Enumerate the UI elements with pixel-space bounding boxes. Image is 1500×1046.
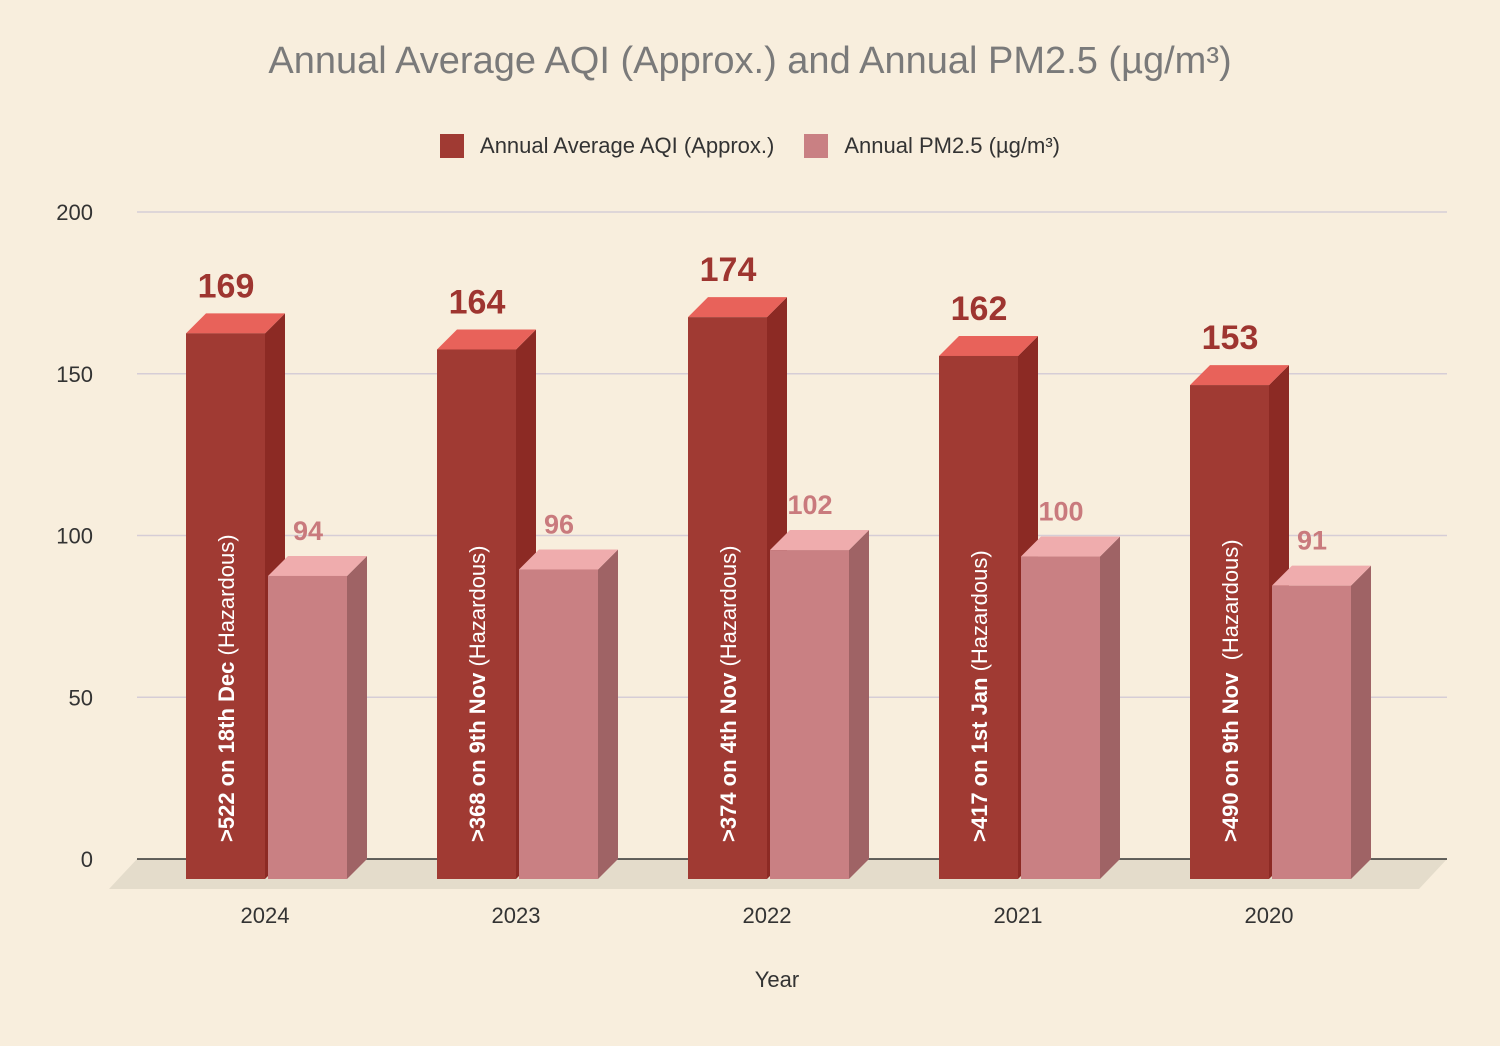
bar-annotation: >522 on 18th Dec (Hazardous) (214, 534, 239, 842)
data-label-aqi: 164 (449, 283, 506, 321)
bar-aqi (437, 329, 536, 879)
bar-pm25-front (519, 569, 598, 879)
legend-label-pm25: Annual PM2.5 (µg/m³) (844, 133, 1060, 158)
bar-pm25-front (1272, 585, 1351, 879)
bar-aqi-front (1190, 385, 1269, 879)
data-label-pm25: 96 (544, 509, 574, 539)
annotation-level: (Hazardous) (1218, 539, 1243, 672)
data-label-aqi: 174 (700, 251, 757, 289)
bar-pm25-side (1100, 536, 1120, 879)
bar-pm25-front (770, 550, 849, 879)
bar-pm25-top (519, 549, 618, 570)
y-axis-ticks: 0 50 100 150 200 (56, 200, 93, 872)
bar-pm25 (1021, 536, 1120, 879)
legend-item-aqi: Annual Average AQI (Approx.) (440, 133, 774, 159)
y-tick-label: 150 (56, 362, 93, 387)
annotation-level: (Hazardous) (716, 546, 741, 673)
bar-pm25-top (1021, 536, 1120, 557)
bar-annotation: >374 on 4th Nov (Hazardous) (716, 546, 741, 843)
bar-aqi-top (688, 297, 787, 318)
data-label-aqi: 153 (1202, 319, 1259, 357)
x-axis-label: Year (755, 967, 799, 992)
y-tick-label: 0 (81, 847, 93, 872)
x-axis-ticks: 2024 2023 2022 2021 2020 (241, 903, 1294, 928)
x-tick-label: 2021 (994, 903, 1043, 928)
y-tick-label: 100 (56, 524, 93, 549)
annotation-level: (Hazardous) (214, 534, 239, 661)
data-label-aqi: 169 (198, 267, 255, 305)
data-label-pm25: 91 (1297, 526, 1327, 556)
x-tick-label: 2024 (241, 903, 290, 928)
bar-aqi-front (437, 349, 516, 879)
bars: 169 94 >522 on 18th Dec (Hazardous) 164 96 >3… (186, 251, 1371, 879)
data-label-aqi: 162 (951, 290, 1008, 328)
bar-annotation: >417 on 1st Jan (Hazardous) (967, 550, 992, 842)
y-tick-label: 200 (56, 200, 93, 225)
annotation-level: (Hazardous) (967, 550, 992, 677)
bar-annotation: >490 on 9th Nov (Hazardous) (1218, 539, 1243, 842)
bar-aqi-top (939, 335, 1038, 356)
annotation-level: (Hazardous) (465, 546, 490, 673)
chart-title: Annual Average AQI (Approx.) and Annual … (268, 40, 1232, 82)
legend-label-aqi: Annual Average AQI (Approx.) (480, 133, 775, 158)
bar-pm25-side (1351, 565, 1371, 879)
bar-pm25-front (268, 575, 347, 879)
bar-pm25-side (347, 555, 367, 879)
data-label-pm25: 100 (1038, 497, 1083, 527)
legend: Annual Average AQI (Approx.) Annual PM2.… (0, 133, 1500, 159)
bar-annotation: >368 on 9th Nov (Hazardous) (465, 546, 490, 843)
bar-pm25 (770, 530, 869, 879)
annotation-value: >490 on 9th Nov (1218, 672, 1243, 842)
annotation-value: >417 on 1st Jan (967, 678, 992, 842)
legend-item-pm25: Annual PM2.5 (µg/m³) (804, 133, 1060, 159)
bar-aqi-top (437, 329, 536, 350)
bar-pm25-front (1021, 556, 1100, 879)
data-label-pm25: 102 (787, 490, 832, 520)
annotation-value: >368 on 9th Nov (465, 672, 490, 842)
y-tick-label: 50 (69, 685, 93, 710)
bar-aqi-top (1190, 365, 1289, 386)
x-tick-label: 2020 (1245, 903, 1294, 928)
annotation-value: >374 on 4th Nov (716, 672, 741, 842)
annotation-value: >522 on 18th Dec (214, 662, 239, 842)
bar-pm25-side (598, 549, 618, 879)
legend-swatch-aqi (440, 134, 465, 158)
bar-pm25 (1272, 565, 1371, 879)
bar-pm25-top (268, 555, 367, 576)
bar-aqi-front (186, 333, 265, 879)
x-tick-label: 2023 (492, 903, 541, 928)
bar-pm25-side (849, 530, 869, 879)
bar-aqi-front (688, 317, 767, 879)
bar-pm25 (519, 549, 618, 879)
legend-swatch-pm25 (804, 134, 829, 158)
data-label-pm25: 94 (293, 516, 323, 546)
bar-pm25 (268, 555, 367, 879)
bar-pm25-top (1272, 565, 1371, 586)
bar-aqi-top (186, 313, 285, 334)
bar-aqi-front (939, 355, 1018, 879)
x-tick-label: 2022 (743, 903, 792, 928)
bar-pm25-top (770, 530, 869, 551)
